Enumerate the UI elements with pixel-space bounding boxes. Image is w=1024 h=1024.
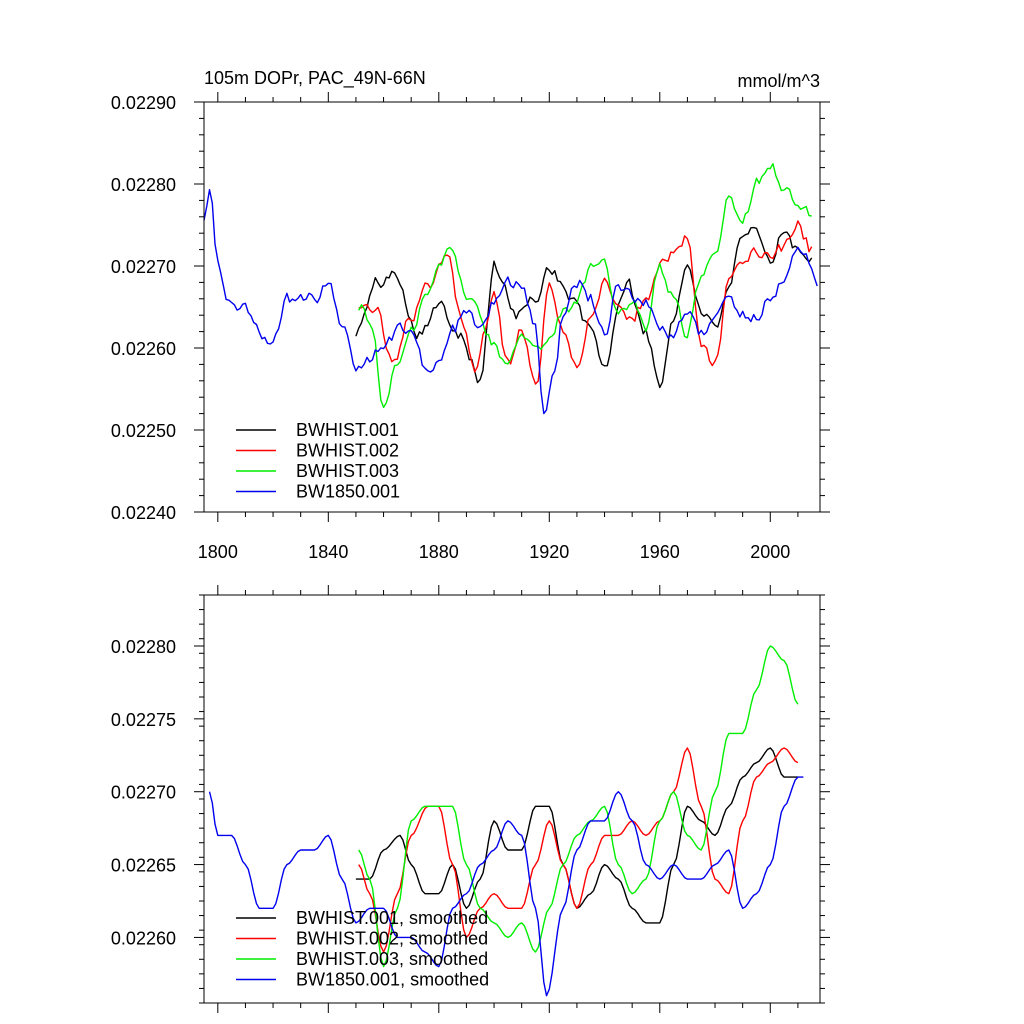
- legend-label: BWHIST.002, smoothed: [296, 929, 488, 949]
- legend-label: BWHIST.001: [296, 420, 399, 440]
- series-line: [208, 776, 804, 997]
- top-panel: 105m DOPr, PAC_49N-66N mmol/m^3 1800 1840…: [111, 68, 830, 562]
- y-tick-label: 0.02275: [111, 710, 176, 730]
- y-tick-label: 0.02270: [111, 783, 176, 803]
- legend-label: BWHIST.003, smoothed: [296, 949, 488, 969]
- y-tick-label: 0.02240: [111, 503, 176, 523]
- y-tick-label: 0.02260: [111, 339, 176, 359]
- y-tick-label: 0.02270: [111, 257, 176, 277]
- plot-frame: [203, 101, 821, 513]
- x-tick-label: 1960: [640, 542, 680, 562]
- y-tick-label: 0.02280: [111, 637, 176, 657]
- y-tick-label: 0.02280: [111, 175, 176, 195]
- x-tick-label: 1920: [529, 542, 569, 562]
- x-tick-label: 1880: [419, 542, 459, 562]
- x-tick-label: 1840: [308, 542, 348, 562]
- x-tick-label: 2000: [750, 542, 790, 562]
- bottom-panel: 0.02260 0.02265 0.02270 0.02275 0.02280 BWHI…: [111, 585, 830, 1013]
- series-line: [358, 220, 813, 385]
- x-tick-label: 1800: [198, 542, 238, 562]
- legend-label: BWHIST.002: [296, 441, 399, 461]
- series-line: [358, 162, 812, 409]
- y-tick-label: 0.02290: [111, 93, 176, 113]
- y-tick-label: 0.02265: [111, 856, 176, 876]
- plot-frame: [203, 594, 821, 1004]
- chart-title: 105m DOPr, PAC_49N-66N: [204, 68, 426, 89]
- units-label: mmol/m^3: [738, 71, 820, 91]
- y-tick-label: 0.02260: [111, 928, 176, 948]
- series-line: [203, 188, 818, 415]
- series-line: [358, 645, 799, 968]
- y-tick-label: 0.02250: [111, 421, 176, 441]
- legend-label: BWHIST.001, smoothed: [296, 908, 488, 928]
- series-line: [355, 226, 813, 389]
- legend-label: BW1850.001: [296, 482, 400, 502]
- legend-label: BWHIST.003: [296, 461, 399, 481]
- legend-label: BW1850.001, smoothed: [296, 970, 489, 990]
